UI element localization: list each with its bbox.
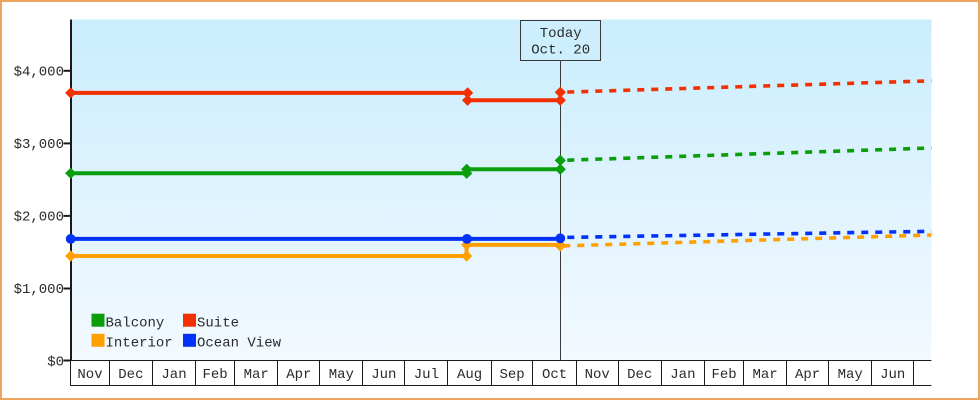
svg-text:Feb: Feb: [711, 367, 736, 383]
svg-text:$3,000: $3,000: [14, 137, 64, 153]
svg-text:Jan: Jan: [670, 367, 695, 383]
svg-text:$0: $0: [47, 355, 64, 371]
svg-text:Sep: Sep: [499, 367, 524, 383]
svg-text:Suite: Suite: [197, 316, 239, 332]
svg-text:Jun: Jun: [371, 367, 396, 383]
svg-text:Nov: Nov: [585, 367, 610, 383]
svg-text:May: May: [838, 367, 863, 383]
svg-text:Nov: Nov: [77, 367, 102, 383]
svg-text:Today: Today: [540, 26, 582, 42]
svg-text:Jun: Jun: [880, 367, 905, 383]
svg-text:Feb: Feb: [202, 367, 227, 383]
svg-text:Dec: Dec: [118, 367, 143, 383]
svg-text:Interior: Interior: [106, 336, 173, 352]
svg-text:Balcony: Balcony: [106, 316, 165, 332]
svg-text:Apr: Apr: [286, 367, 311, 383]
svg-text:Oct: Oct: [542, 367, 567, 383]
svg-text:Mar: Mar: [752, 367, 777, 383]
svg-text:Oct. 20: Oct. 20: [531, 43, 590, 59]
svg-text:Mar: Mar: [244, 367, 269, 383]
svg-text:Jul: Jul: [414, 367, 439, 383]
svg-text:Apr: Apr: [795, 367, 820, 383]
svg-text:Dec: Dec: [627, 367, 652, 383]
svg-text:$2,000: $2,000: [14, 209, 64, 225]
svg-text:Ocean View: Ocean View: [197, 336, 282, 352]
svg-text:May: May: [329, 367, 354, 383]
svg-text:$4,000: $4,000: [14, 64, 64, 80]
svg-text:Aug: Aug: [457, 367, 482, 383]
svg-text:Jan: Jan: [161, 367, 186, 383]
svg-text:$1,000: $1,000: [14, 282, 64, 298]
